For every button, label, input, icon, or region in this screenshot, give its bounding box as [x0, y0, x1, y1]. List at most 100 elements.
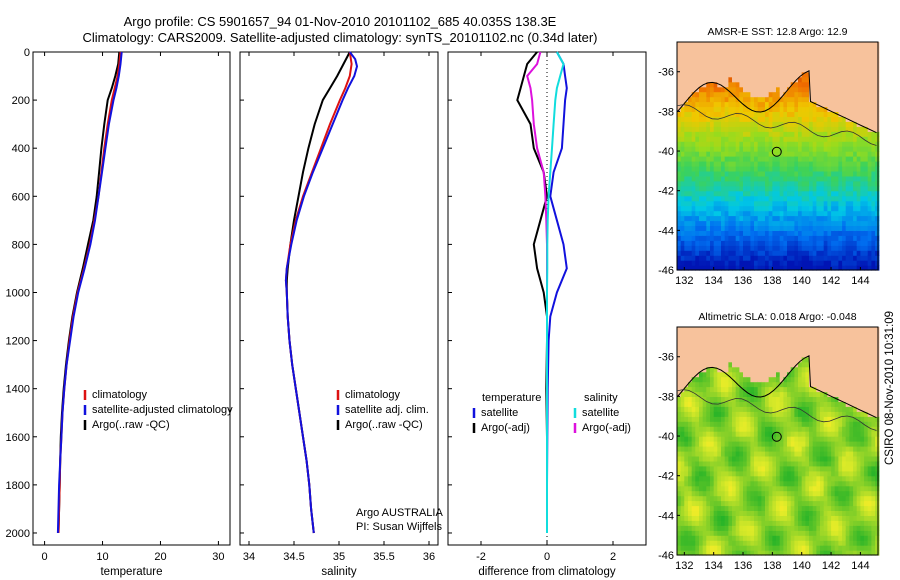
ocean-cell [875, 180, 880, 187]
land-cell [827, 351, 832, 358]
ocean-cell [706, 86, 711, 93]
ocean-cell [856, 205, 861, 212]
ocean-cell [790, 255, 795, 261]
land-cell [834, 332, 839, 338]
ocean-cell [772, 470, 777, 477]
ocean-cell [728, 411, 733, 417]
land-cell [713, 346, 718, 353]
ocean-cell [724, 260, 729, 266]
ocean-cell [684, 136, 689, 142]
ocean-cell [728, 91, 733, 98]
ocean-cell [798, 525, 803, 531]
ocean-cell [765, 535, 770, 541]
land-cell [702, 361, 707, 368]
ocean-cell [757, 146, 762, 152]
ocean-cell [820, 455, 825, 462]
land-cell [776, 66, 781, 73]
ocean-cell [816, 475, 821, 482]
ocean-cell [820, 535, 825, 541]
ocean-cell [735, 520, 740, 526]
ocean-cell [845, 406, 850, 412]
ocean-cell [853, 175, 858, 182]
ocean-cell [702, 495, 707, 502]
ocean-cell [856, 195, 861, 202]
land-cell [757, 346, 762, 353]
ocean-cell [750, 146, 755, 152]
ocean-cell [695, 165, 700, 172]
ocean-cell [695, 161, 700, 167]
ocean-cell [820, 446, 825, 452]
ocean-cell [834, 240, 839, 246]
ocean-cell [761, 386, 766, 393]
land-cell [724, 47, 729, 53]
ocean-cell [699, 116, 704, 122]
ocean-cell [721, 205, 726, 212]
ocean-cell [812, 515, 817, 521]
ocean-cell [801, 505, 806, 511]
ocean-cell [875, 136, 880, 142]
ocean-cell [735, 156, 740, 162]
land-cell [816, 56, 821, 63]
ocean-cell [871, 260, 876, 266]
ocean-cell [787, 121, 792, 127]
ocean-cell [820, 190, 825, 197]
ocean-cell [823, 205, 828, 212]
ocean-cell [732, 161, 737, 167]
ocean-cell [794, 96, 799, 103]
ocean-cell [794, 156, 799, 162]
ocean-cell [787, 170, 792, 177]
y-tick-label: 2000 [6, 528, 30, 540]
ocean-cell [776, 190, 781, 197]
ocean-cell [761, 200, 766, 207]
ocean-cell [680, 401, 685, 407]
ocean-cell [717, 485, 722, 492]
land-cell [794, 66, 799, 73]
x-tick-label: 34.5 [283, 551, 304, 563]
ocean-cell [743, 421, 748, 427]
ocean-cell [783, 510, 788, 516]
header-line1: Argo profile: CS 5901657_94 01-Nov-2010 … [124, 14, 557, 29]
ocean-cell [860, 200, 865, 207]
y-tick-label: -46 [658, 265, 674, 277]
ocean-cell [856, 190, 861, 197]
ocean-cell [842, 416, 847, 422]
ocean-cell [805, 416, 810, 422]
land-cell [695, 71, 700, 78]
ocean-cell [871, 250, 876, 256]
ocean-cell [845, 441, 850, 447]
land-cell [732, 61, 737, 68]
ocean-cell [717, 465, 722, 472]
ocean-cell [816, 141, 821, 147]
ocean-cell [746, 131, 751, 137]
ocean-cell [728, 446, 733, 452]
ocean-cell [845, 151, 850, 157]
ocean-cell [823, 411, 828, 417]
ocean-cell [728, 151, 733, 157]
ocean-cell [856, 416, 861, 422]
ocean-cell [695, 240, 700, 246]
ocean-cell [801, 101, 806, 108]
ocean-cell [710, 535, 715, 541]
ocean-cell [680, 255, 685, 261]
ocean-cell [739, 136, 744, 142]
ocean-cell [812, 406, 817, 412]
ocean-cell [842, 255, 847, 261]
ocean-cell [772, 245, 777, 251]
ocean-cell [757, 170, 762, 177]
land-cell [732, 51, 737, 58]
land-cell [871, 126, 876, 132]
ocean-cell [853, 220, 858, 226]
land-cell [702, 61, 707, 68]
ocean-cell [871, 205, 876, 212]
land-cell [809, 96, 814, 103]
ocean-cell [812, 505, 817, 511]
ocean-cell [812, 450, 817, 457]
ocean-cell [684, 411, 689, 417]
ocean-cell [746, 260, 751, 266]
ocean-cell [677, 225, 682, 231]
land-cell [695, 341, 700, 348]
ocean-cell [761, 441, 766, 447]
ocean-cell [820, 416, 825, 422]
ocean-cell [750, 431, 755, 437]
ocean-cell [842, 401, 847, 407]
